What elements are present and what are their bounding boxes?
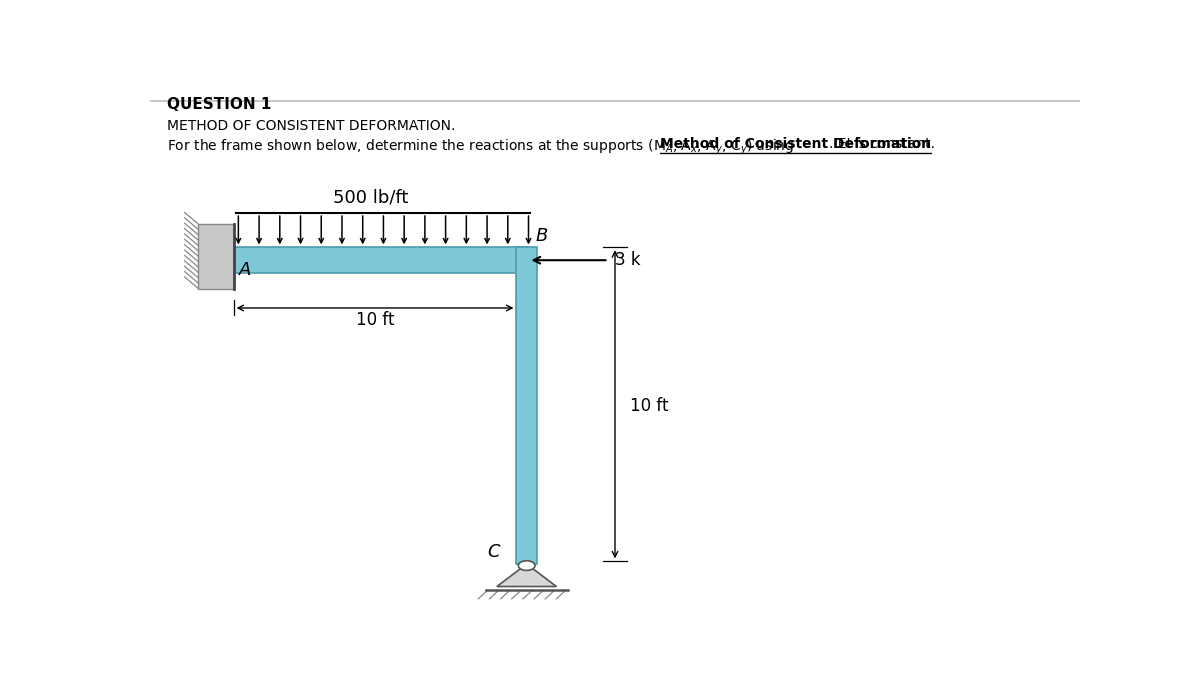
Bar [234, 247, 527, 273]
Bar [198, 224, 234, 289]
Bar [516, 247, 536, 564]
Text: QUESTION 1: QUESTION 1 [167, 97, 271, 112]
Text: 3 k: 3 k [616, 251, 641, 269]
Text: 500 lb/ft: 500 lb/ft [334, 189, 408, 207]
Circle shape [518, 561, 535, 570]
Text: C: C [487, 543, 499, 561]
Text: METHOD OF CONSISTENT DEFORMATION.: METHOD OF CONSISTENT DEFORMATION. [167, 118, 455, 132]
Text: 10 ft: 10 ft [356, 311, 395, 329]
Polygon shape [497, 564, 557, 586]
Text: . EI is constant.: . EI is constant. [829, 137, 935, 151]
Text: B: B [536, 227, 548, 245]
Text: Method of Consistent Deformation: Method of Consistent Deformation [660, 137, 931, 151]
Text: 10 ft: 10 ft [630, 397, 668, 415]
Text: A: A [239, 261, 252, 279]
Text: For the frame shown below, determine the reactions at the supports (M$_A$, A$_x$: For the frame shown below, determine the… [167, 137, 796, 157]
